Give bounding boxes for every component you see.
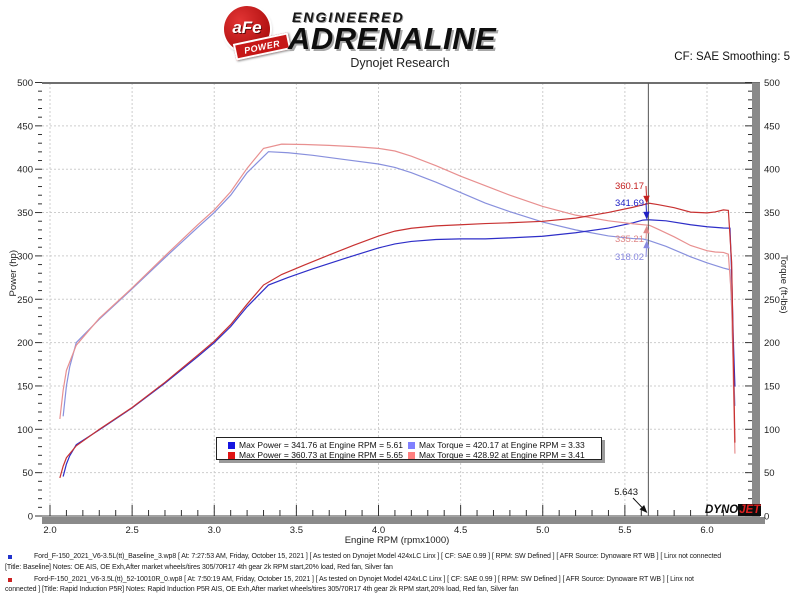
cursor-readout-power-red: 360.17 — [614, 181, 644, 192]
y-tick-label-right: 300 — [764, 251, 780, 262]
legend-item-max-torque-baseline: Max Torque = 420.17 at Engine RPM = 3.33 — [408, 440, 601, 450]
x-tick-label: 5.5 — [618, 525, 631, 536]
logo-adrenaline-text: ADRENALINE — [288, 21, 497, 56]
afe-logo: aFe POWER ENGINEERED ADRENALINE — [212, 4, 572, 61]
readout-arrow-icon — [643, 225, 650, 234]
legend-swatch-blue — [228, 441, 235, 449]
x-tick-label: 4.5 — [454, 525, 467, 536]
run-info-footer: Ford_F-150_2021_V6-3.5L(tt)_Baseline_3.w… — [0, 552, 800, 596]
y-tick-label-right: 250 — [764, 295, 780, 306]
y-tick-label-right: 100 — [764, 425, 780, 436]
y-tick-label-right: 200 — [764, 338, 780, 349]
run1-bullet-icon — [8, 555, 12, 559]
run1-info-line2: [Title: Baseline] Notes: OE AIS, OE Exh,… — [0, 563, 800, 574]
legend-label: Max Torque = 420.17 at Engine RPM = 3.33 — [419, 440, 585, 450]
y-tick-label-left: 200 — [17, 338, 33, 349]
legend-swatch-lightred — [408, 451, 415, 459]
legend-item-max-torque-p5r: Max Torque = 428.92 at Engine RPM = 3.41 — [408, 450, 601, 460]
y-tick-label-left: 100 — [17, 425, 33, 436]
y-tick-label-left: 300 — [17, 251, 33, 262]
run1-info-text: Ford_F-150_2021_V6-3.5L(tt)_Baseline_3.w… — [34, 553, 722, 560]
legend: Max Power = 341.76 at Engine RPM = 5.61 … — [216, 437, 602, 460]
x-tick-label: 2.5 — [126, 525, 139, 536]
y-tick-label-left: 450 — [17, 121, 33, 132]
y-tick-label-right: 150 — [764, 381, 780, 392]
run2-notes-text: connected ] [Title: Rapid Induction P5R]… — [5, 586, 519, 593]
y-tick-label-right: 500 — [764, 78, 780, 89]
legend-item-max-power-baseline: Max Power = 341.76 at Engine RPM = 5.61 — [228, 440, 408, 450]
readout-arrow-icon — [643, 211, 650, 220]
run2-bullet-icon — [8, 577, 12, 582]
y-tick-label-right: 400 — [764, 165, 780, 176]
dyno-chart[interactable]: 2.0 2.5 3.0 3.5 4.0 4.5 5.0 5.5 6.0 0 0 50 50 100 100 1… — [0, 0, 800, 550]
smoothing-setting: CF: SAE Smoothing: 5 — [674, 51, 790, 63]
y-axis-title-power: Power (hp) — [8, 250, 19, 297]
y-tick-label-left: 50 — [22, 468, 33, 479]
x-tick-label: 4.0 — [372, 525, 385, 536]
readout-arrow-icon — [643, 240, 650, 249]
x-tick-label: 6.0 — [700, 525, 713, 536]
dynojet-logo-jet: JET — [738, 504, 762, 516]
y-tick-label-right: 350 — [764, 208, 780, 219]
cursor-readout-torque-blue: 318.02 — [614, 252, 644, 263]
legend-swatch-lightblue — [408, 441, 415, 449]
x-tick-label: 3.5 — [290, 525, 303, 536]
run2-info-line2: connected ] [Title: Rapid Induction P5R]… — [0, 585, 800, 596]
legend-label: Max Power = 341.76 at Engine RPM = 5.61 — [239, 440, 403, 450]
y-tick-label-left: 0 — [28, 512, 33, 523]
readout-arrow-icon — [639, 505, 648, 513]
run1-info-line1: Ford_F-150_2021_V6-3.5L(tt)_Baseline_3.w… — [0, 552, 800, 563]
x-tick-label: 5.0 — [536, 525, 549, 536]
legend-label: Max Power = 360.73 at Engine RPM = 5.65 — [239, 450, 403, 460]
run1-notes-text: [Title: Baseline] Notes: OE AIS, OE Exh,… — [5, 563, 393, 571]
x-axis-title: Engine RPM (rpmx1000) — [344, 535, 450, 546]
y-tick-label-left: 250 — [17, 295, 33, 306]
y-axis-title-torque: Torque (ft-lbs) — [778, 255, 789, 314]
legend-item-max-power-p5r: Max Power = 360.73 at Engine RPM = 5.65 — [228, 450, 408, 460]
rapid-induction-p5r-torque-curve — [59, 143, 736, 454]
cursor-rpm-label: 5.643 — [614, 487, 638, 498]
legend-label: Max Torque = 428.92 at Engine RPM = 3.41 — [419, 450, 585, 460]
y-tick-label-right: 50 — [764, 468, 775, 479]
y-tick-label-left: 500 — [17, 78, 33, 89]
y-tick-label-left: 150 — [17, 381, 33, 392]
y-tick-label-left: 350 — [17, 208, 33, 219]
readout-arrow-icon — [643, 195, 650, 204]
y-tick-label-left: 400 — [17, 165, 33, 176]
dynojet-logo: DYNOJET — [705, 504, 762, 516]
run2-info-line1: Ford-F-150_2021_V6-3.5L(tt)_52-10010R_0.… — [0, 575, 800, 586]
cursor-readout-power-blue: 341.69 — [614, 198, 644, 209]
baseline-torque-curve — [62, 151, 736, 417]
bottom-axis-bar — [42, 517, 765, 524]
cursor-readout-torque-red: 335.21 — [614, 234, 644, 245]
legend-swatch-red — [228, 451, 235, 459]
rapid-induction-p5r-power-curve — [59, 202, 736, 479]
y-tick-label-right: 0 — [764, 512, 769, 523]
right-axis-bar — [752, 83, 760, 524]
page-title: Dynojet Research — [350, 56, 450, 70]
logo-engineered-text: ENGINEERED — [292, 9, 405, 25]
run2-info-text: Ford-F-150_2021_V6-3.5L(tt)_52-10010R_0.… — [34, 575, 694, 583]
afe-badge-text: aFe — [232, 18, 262, 37]
x-tick-label: 2.0 — [43, 525, 56, 536]
y-tick-label-right: 450 — [764, 121, 780, 132]
dynojet-logo-dyno: DYNO — [705, 504, 739, 516]
x-tick-label: 3.0 — [208, 525, 221, 536]
baseline-power-curve — [62, 219, 736, 477]
